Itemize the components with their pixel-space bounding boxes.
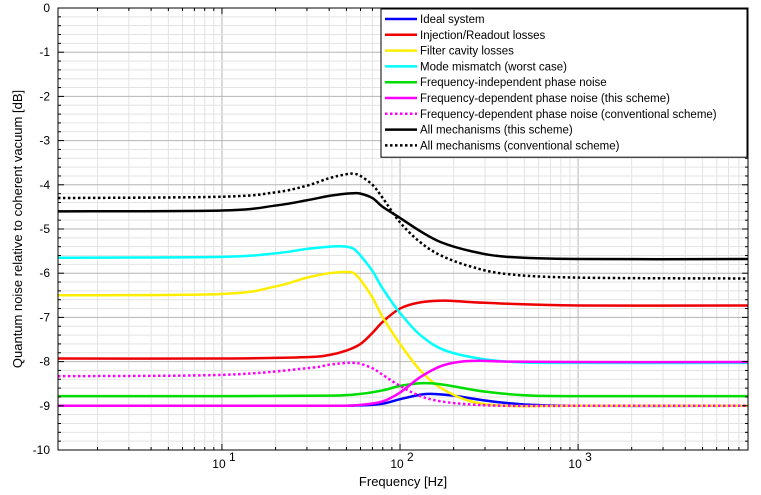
series-line-7: [57, 361, 748, 408]
y-axis-label: Quantum noise relative to coherent vacuu…: [10, 90, 25, 368]
legend: Ideal system Injection/Readout losses Filt…: [380, 8, 748, 158]
y-tick-label: -4: [39, 178, 50, 192]
legend-label: Injection/Readout losses: [420, 30, 546, 42]
legend-box: [380, 8, 748, 158]
y-tick-label: -9: [39, 399, 50, 413]
series-line-9: [57, 172, 749, 280]
legend-label: Frequency-independent phase noise: [420, 77, 607, 89]
y-tick-label: -10: [33, 443, 51, 457]
y-tick-label: -7: [39, 310, 50, 324]
x-tick-label-base: 10: [212, 457, 226, 471]
series-line-5: [57, 381, 749, 398]
legend-label: Frequency-dependent phase noise (convent…: [420, 109, 717, 121]
series-line-2: [57, 299, 749, 360]
y-tick-label: 0: [43, 1, 50, 15]
data-series: [57, 172, 749, 408]
x-tick-label: 10 1: [212, 450, 236, 471]
x-tick-label-base: 10: [390, 457, 404, 471]
legend-label: Mode mismatch (worst case): [420, 61, 567, 73]
legend-label: Filter cavity losses: [420, 46, 514, 58]
x-axis-label: Frequency [Hz]: [359, 474, 447, 489]
series-line-6: [57, 359, 749, 408]
x-tick-label: 10 2: [390, 450, 414, 471]
legend-label: Frequency-dependent phase noise (this sc…: [420, 93, 670, 105]
y-tick-label: -8: [39, 355, 50, 369]
x-tick-label-exponent: 3: [585, 450, 592, 464]
y-tick-label: -1: [39, 45, 50, 59]
y-tick-label: -5: [39, 222, 50, 236]
x-tick-label-exponent: 1: [229, 450, 236, 464]
y-tick-label: -2: [39, 89, 50, 103]
series-line-8: [57, 191, 749, 261]
legend-label: All mechanisms (this scheme): [420, 125, 573, 137]
x-tick-label-exponent: 2: [407, 450, 414, 464]
y-tick-label: -3: [39, 134, 50, 148]
legend-label: Ideal system: [420, 14, 485, 26]
x-tick-label-base: 10: [568, 457, 582, 471]
x-tick-label: 10 3: [568, 450, 592, 471]
y-tick-label: -6: [39, 266, 50, 280]
legend-label: All mechanisms (conventional scheme): [420, 140, 620, 152]
